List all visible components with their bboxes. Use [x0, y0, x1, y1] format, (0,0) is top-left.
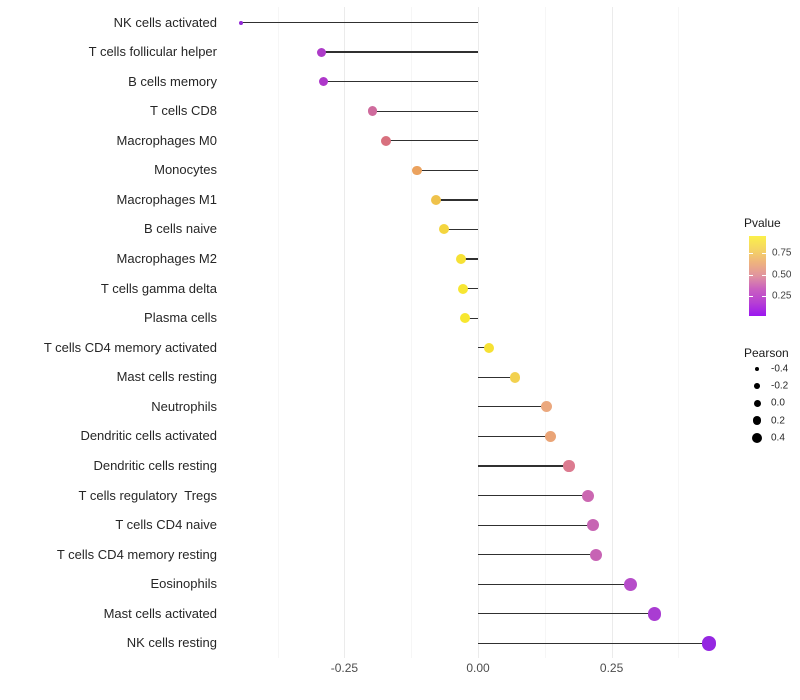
lollipop-stem [478, 554, 597, 556]
grid-line-major [478, 7, 479, 658]
lollipop-dot [381, 135, 392, 146]
y-axis-label: T cells CD4 memory activated [43, 339, 217, 355]
pearson-legend-dot [753, 399, 761, 407]
y-axis-label: Dendritic cells resting [93, 458, 217, 474]
lollipop-dot [509, 372, 521, 383]
grid-line-major [611, 7, 613, 658]
grid-line-major [344, 7, 346, 658]
lollipop-stem [241, 21, 478, 24]
y-axis-label: Mast cells resting [116, 369, 217, 385]
pvalue-tick-mark [749, 274, 753, 276]
lollipop-dot [701, 636, 717, 651]
lollipop-stem [478, 642, 709, 645]
grid-line-minor [277, 7, 279, 658]
pearson-legend-dot [754, 366, 760, 372]
pvalue-colorbar [749, 236, 766, 316]
lollipop-dot [589, 548, 603, 561]
y-axis-label: T cells gamma delta [100, 280, 217, 296]
lollipop-dot [647, 607, 662, 621]
pearson-legend-label: -0.4 [771, 363, 789, 375]
pvalue-legend-title: Pvalue [744, 216, 781, 230]
lollipop-dot [541, 401, 553, 413]
y-axis-label: T cells CD8 [150, 103, 217, 119]
lollipop-stem [323, 81, 478, 83]
pearson-legend-label: 0.4 [771, 432, 785, 444]
lollipop-stem [463, 288, 478, 290]
pearson-legend-dot [754, 383, 760, 390]
pvalue-tick-label: 0.75 [772, 247, 792, 259]
lollipop-stem [417, 169, 478, 171]
pvalue-tick-mark [762, 253, 766, 254]
lollipop-stem [478, 613, 655, 615]
lollipop-dot [367, 106, 378, 116]
y-axis-label: Plasma cells [144, 310, 217, 326]
y-axis-label: Neutrophils [151, 398, 217, 414]
y-axis-label: Dendritic cells activated [80, 428, 217, 444]
y-axis-label: Macrophages M1 [116, 191, 217, 207]
lollipop-stem [478, 435, 551, 438]
y-axis-label: NK cells activated [113, 14, 217, 30]
y-axis-label: B cells memory [128, 73, 217, 89]
y-axis-label: Monocytes [154, 162, 217, 178]
lollipop-dot [582, 489, 595, 502]
lollipop-dot [317, 47, 327, 57]
y-axis-label: T cells CD4 memory resting [56, 546, 217, 562]
y-axis-label: B cells naive [144, 221, 217, 237]
pearson-legend-title: Pearson [744, 346, 789, 360]
lollipop-dot [318, 77, 328, 87]
lollipop-stem [478, 347, 490, 349]
y-axis-label: T cells regulatory Tregs [78, 487, 217, 503]
y-axis-label: Macrophages M0 [116, 132, 217, 148]
pvalue-tick-mark [762, 296, 766, 297]
pvalue-tick-mark [749, 296, 753, 297]
lollipop-stem [478, 376, 515, 378]
lollipop-dot [544, 430, 556, 442]
lollipop-stem [372, 110, 478, 112]
lollipop-dot [412, 165, 422, 176]
lollipop-dot [430, 194, 441, 205]
y-axis-label: Eosinophils [150, 576, 218, 592]
x-axis-tick-label: 0.25 [599, 661, 624, 675]
y-axis-label: T cells follicular helper [88, 44, 217, 60]
lollipop-stem [435, 199, 478, 201]
lollipop-dot [624, 577, 638, 591]
lollipop-stem [464, 317, 478, 319]
lollipop-dot [483, 342, 495, 354]
lollipop-stem [478, 524, 593, 526]
lollipop-stem [443, 228, 478, 231]
lollipop-stem [478, 406, 547, 408]
grid-line-minor [411, 7, 413, 658]
pearson-legend-label: 0.2 [771, 415, 785, 427]
lollipop-stem [386, 140, 478, 142]
lollipop-stem [478, 465, 569, 467]
x-axis-tick-label: -0.25 [330, 661, 359, 675]
pvalue-tick-label: 0.25 [772, 290, 792, 302]
y-axis-label: Macrophages M2 [116, 251, 217, 267]
grid-line-minor [678, 7, 680, 658]
pvalue-tick-label: 0.50 [772, 269, 792, 280]
grid-line-minor [544, 7, 546, 658]
pvalue-tick-mark [762, 274, 766, 276]
lollipop-stem [460, 258, 478, 260]
lollipop-stem [321, 51, 478, 53]
x-axis-tick-label: 0.00 [466, 661, 490, 675]
lollipop-dot [459, 313, 470, 324]
pearson-legend-label: 0.0 [771, 397, 785, 409]
pearson-legend-dot [752, 416, 762, 425]
lollipop-dot [438, 224, 449, 235]
lollipop-dot [239, 20, 244, 25]
pvalue-tick-mark [749, 253, 753, 254]
y-axis-label: Mast cells activated [103, 605, 217, 621]
lollipop-stem [478, 495, 589, 497]
lollipop-dot [455, 254, 466, 265]
lollipop-stem [478, 583, 631, 585]
lollipop-dot [458, 283, 469, 294]
lollipop-dot [563, 460, 575, 472]
y-axis-label: T cells CD4 naive [115, 517, 217, 533]
pearson-legend-dot [752, 432, 762, 443]
y-axis-label: NK cells resting [126, 635, 217, 651]
lollipop-dot [586, 518, 600, 532]
pearson-legend-label: -0.2 [771, 380, 789, 392]
